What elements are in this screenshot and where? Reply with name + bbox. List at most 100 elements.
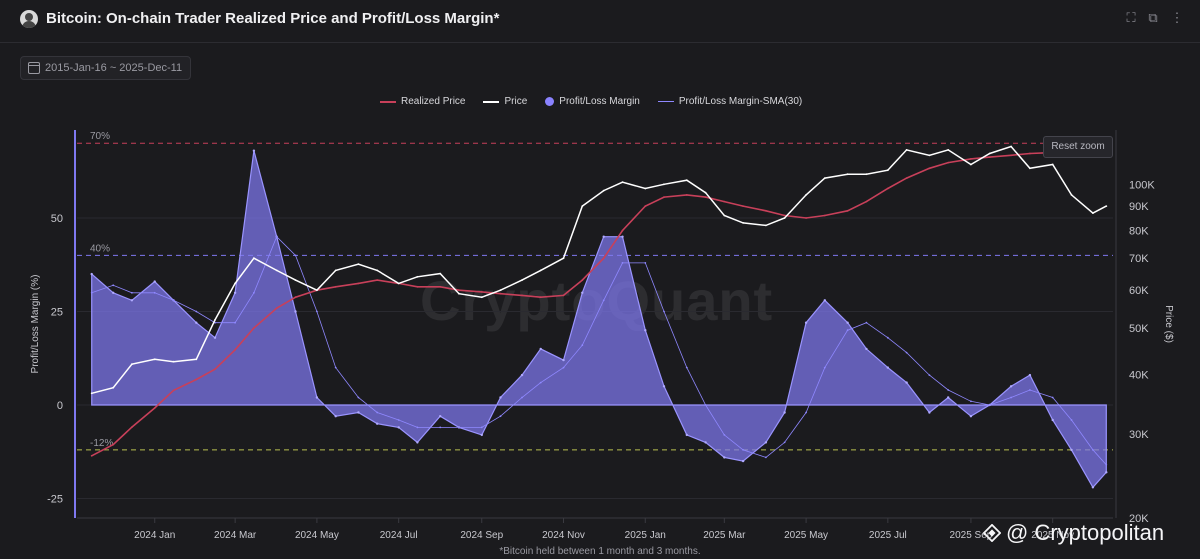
price-point xyxy=(172,360,175,363)
realized-price-point xyxy=(928,167,931,170)
price-point xyxy=(499,289,502,292)
price-point xyxy=(112,386,115,389)
price-point xyxy=(865,173,868,176)
y2-tick-label: 30K xyxy=(1129,429,1149,441)
realized-price-point xyxy=(905,177,908,180)
sma-point xyxy=(947,389,950,391)
reference-line-label: 70% xyxy=(90,131,110,142)
realized-price-point xyxy=(275,307,278,310)
more-icon[interactable]: ⋮ xyxy=(1170,10,1184,25)
sma-point xyxy=(439,426,442,429)
sma-point xyxy=(131,291,133,294)
price-point xyxy=(153,358,156,361)
sma-point xyxy=(253,291,255,294)
realized-price-point xyxy=(376,279,379,281)
realized-price-point xyxy=(153,407,156,409)
price-point xyxy=(521,279,523,281)
sma-point xyxy=(765,456,767,459)
x-tick-label: 2024 Sep xyxy=(460,530,503,541)
price-point xyxy=(397,282,400,285)
external-link-icon[interactable]: ⧉ xyxy=(1148,10,1158,25)
y-tick-label: 25 xyxy=(51,307,63,319)
legend-swatch-margin xyxy=(545,97,555,106)
price-point xyxy=(334,269,337,272)
margin-point xyxy=(846,321,849,324)
realized-price-point xyxy=(723,200,726,203)
footnote: *Bitcoin held between 1 month and 3 mont… xyxy=(499,546,701,557)
margin-point xyxy=(376,422,379,425)
x-tick-label: 2025 Sep xyxy=(950,530,993,541)
price-point xyxy=(663,183,665,186)
legend-swatch-price xyxy=(483,100,500,103)
margin-point xyxy=(130,299,134,302)
y-axis-title: Profit/Loss Margin (%) xyxy=(30,275,41,374)
legend-item-margin[interactable]: Profit/Loss Margin xyxy=(545,96,640,107)
sma-point xyxy=(1105,463,1108,466)
date-range-picker[interactable]: 2015-Jan-16 ~ 2025-Dec-11 xyxy=(20,56,192,80)
margin-point xyxy=(416,441,419,444)
realized-price-point xyxy=(685,194,688,196)
sma-point xyxy=(172,299,175,302)
realized-price-point xyxy=(765,209,767,212)
price-point xyxy=(928,154,931,157)
price-point xyxy=(1051,163,1054,166)
sma-point xyxy=(234,321,237,324)
margin-point xyxy=(928,411,931,414)
margin-point xyxy=(153,280,156,283)
realized-price-point xyxy=(131,426,133,428)
legend-item-sma[interactable]: Profit/Loss Margin-SMA(30) xyxy=(657,96,802,107)
price-point xyxy=(581,205,584,208)
sma-point xyxy=(886,336,889,339)
realized-price-point xyxy=(480,291,483,293)
fullscreen-icon[interactable]: ⛶ xyxy=(1126,10,1136,25)
price-point xyxy=(1010,145,1012,148)
y2-axis-title: Price ($) xyxy=(1163,305,1174,343)
sma-point xyxy=(112,284,115,287)
sma-point xyxy=(562,366,565,369)
margin-point xyxy=(1009,385,1013,388)
reset-zoom-button[interactable]: Reset zoom xyxy=(1043,136,1113,158)
margin-point xyxy=(90,272,93,276)
y2-tick-label: 40K xyxy=(1129,369,1149,381)
margin-point xyxy=(947,396,950,399)
sma-point xyxy=(1051,396,1054,399)
margin-point xyxy=(1070,448,1073,452)
y-tick-label: 50 xyxy=(51,213,63,225)
realized-price-point xyxy=(458,289,460,292)
realized-price-point xyxy=(988,156,991,159)
realized-price-point xyxy=(602,257,605,260)
sma-point xyxy=(1092,449,1094,451)
margin-point xyxy=(723,456,726,459)
legend-swatch-realized-price xyxy=(380,100,396,103)
sma-point xyxy=(783,441,786,444)
sma-point xyxy=(602,299,605,302)
realized-price-point xyxy=(846,209,849,212)
sma-point xyxy=(928,374,931,376)
price-point xyxy=(90,392,93,395)
price-point xyxy=(539,269,542,272)
chart-legend: Realized Price Price Profit/Loss Margin … xyxy=(380,96,802,107)
price-point xyxy=(1092,212,1094,215)
legend-item-realized-price[interactable]: Realized Price xyxy=(380,96,465,107)
realized-price-point xyxy=(195,378,198,381)
margin-point xyxy=(662,385,666,388)
sma-point xyxy=(823,366,826,369)
realized-price-point xyxy=(172,389,175,392)
x-tick-label: 2024 Mar xyxy=(214,530,257,541)
left-axis: -25 0 25 50 Profit/Loss Margin (%) xyxy=(30,213,63,506)
realized-price-point xyxy=(539,296,542,299)
sma-point xyxy=(195,310,198,313)
realized-price-point xyxy=(621,229,624,232)
sma-point xyxy=(334,366,337,369)
sma-point xyxy=(621,262,624,264)
price-point xyxy=(131,363,133,366)
x-tick-label: 2024 Jan xyxy=(134,530,175,541)
sma-point xyxy=(397,419,400,421)
margin-point xyxy=(1105,471,1108,474)
margin-point xyxy=(865,347,868,351)
legend-item-price[interactable]: Price xyxy=(483,96,527,107)
margin-point xyxy=(823,299,826,302)
chart-header: Bitcoin: On-chain Trader Realized Price … xyxy=(0,0,1200,40)
realized-price-point xyxy=(886,187,889,190)
